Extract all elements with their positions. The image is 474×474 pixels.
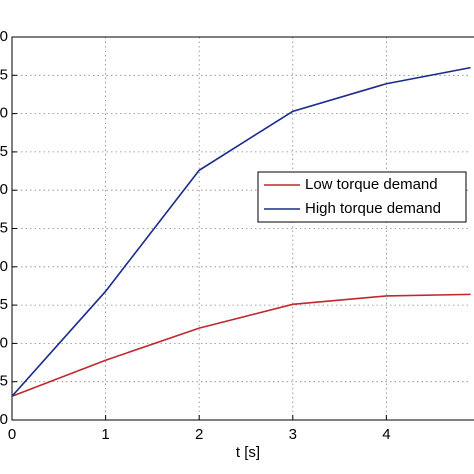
- legend-label: High torque demand: [305, 200, 441, 217]
- y-tick-label: 25: [0, 219, 8, 236]
- x-tick-label: 2: [195, 426, 203, 443]
- series-line: [11, 66, 471, 397]
- legend: Low torque demand High torque demand: [257, 171, 467, 223]
- x-tick-label: 3: [289, 426, 297, 443]
- y-tick-label: 15: [0, 296, 8, 313]
- y-tick-label: 45: [0, 66, 8, 83]
- y-tick-label: 30: [0, 181, 8, 198]
- legend-label: Low torque demand: [305, 176, 438, 193]
- y-tick-label: 35: [0, 143, 8, 160]
- plot-area: [12, 37, 471, 420]
- series-line: [11, 293, 471, 398]
- x-tick-label: 1: [101, 426, 109, 443]
- y-tick-label: 0: [0, 411, 8, 428]
- axes-box: [11, 36, 474, 421]
- y-tick-label: 10: [0, 334, 8, 351]
- y-tick-label: 50: [0, 28, 8, 45]
- legend-box: [257, 171, 467, 223]
- x-tick-label: 0: [8, 426, 16, 443]
- y-tick-label: 40: [0, 105, 8, 122]
- y-tick-label: 5: [0, 373, 8, 390]
- x-axis-label: t [s]: [236, 444, 260, 461]
- x-tick-label: 4: [382, 426, 390, 443]
- y-tick-label: 20: [0, 258, 8, 275]
